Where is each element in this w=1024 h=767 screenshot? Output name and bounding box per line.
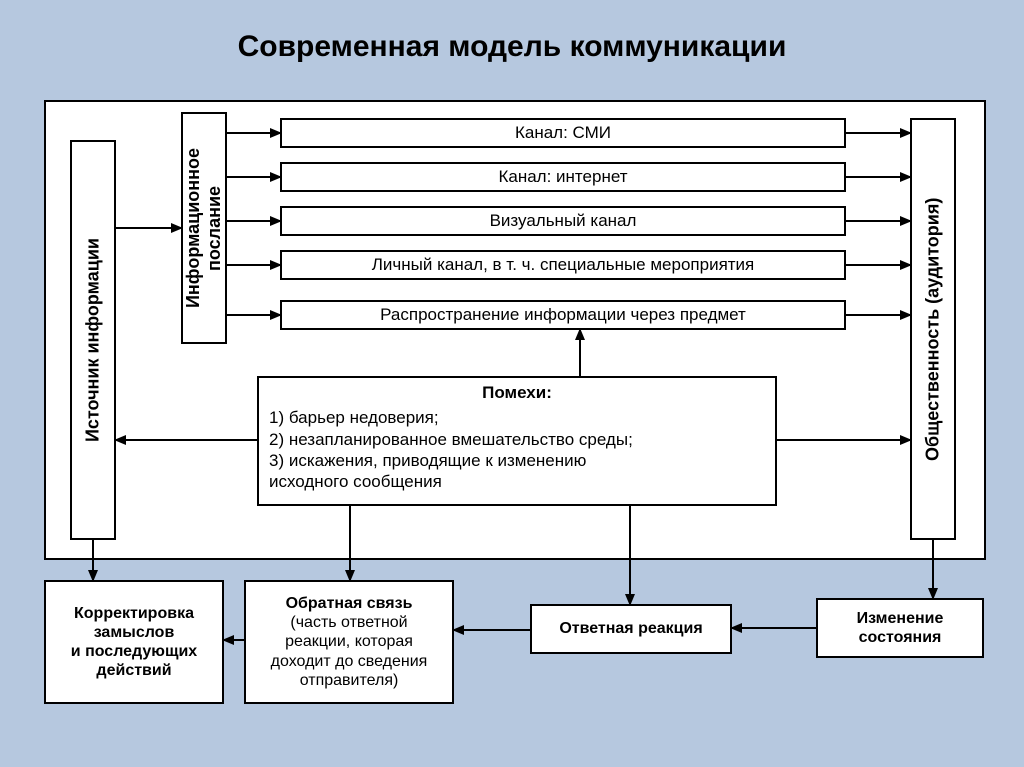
node-noise-line-1: 1) барьер недоверия; <box>269 407 439 428</box>
node-feedback-l1: (часть ответной <box>290 613 407 632</box>
node-channel-1-label: Канал: СМИ <box>515 123 611 143</box>
node-noise-title: Помехи: <box>269 382 765 403</box>
node-feedback: Обратная связь (часть ответной реакции, … <box>244 580 454 704</box>
diagram-canvas: Современная модель коммуникации Источник… <box>0 0 1024 767</box>
node-message: Информационное послание <box>181 112 227 344</box>
node-feedback-title: Обратная связь <box>286 594 413 613</box>
node-reaction-label: Ответная реакция <box>559 619 702 638</box>
node-noise-line-4: исходного сообщения <box>269 471 442 492</box>
node-channel-2: Канал: интернет <box>280 162 846 192</box>
node-correction-l1: Корректировка <box>74 604 194 623</box>
node-correction-l4: действий <box>96 661 171 680</box>
node-audience: Общественность (аудитория) <box>910 118 956 540</box>
node-feedback-l2: реакции, которая <box>285 632 413 651</box>
node-channel-4: Личный канал, в т. ч. специальные меропр… <box>280 250 846 280</box>
node-change: Изменение состояния <box>816 598 984 658</box>
node-channel-5: Распространение информации через предмет <box>280 300 846 330</box>
node-source: Источник информации <box>70 140 116 540</box>
node-channel-5-label: Распространение информации через предмет <box>380 305 746 325</box>
node-channel-2-label: Канал: интернет <box>498 167 627 187</box>
node-feedback-l3: доходит до сведения <box>271 652 428 671</box>
node-channel-3: Визуальный канал <box>280 206 846 236</box>
node-message-label: Информационное послание <box>183 114 225 342</box>
node-feedback-l4: отправителя) <box>300 671 399 690</box>
node-correction-l3: и последующих <box>71 642 197 661</box>
node-source-label: Источник информации <box>83 238 104 442</box>
node-reaction: Ответная реакция <box>530 604 732 654</box>
page-title: Современная модель коммуникации <box>0 30 1024 64</box>
node-audience-label: Общественность (аудитория) <box>923 197 944 460</box>
node-correction-l2: замыслов <box>94 623 175 642</box>
node-channel-4-label: Личный канал, в т. ч. специальные меропр… <box>372 255 755 275</box>
node-channel-1: Канал: СМИ <box>280 118 846 148</box>
node-noise: Помехи: 1) барьер недоверия; 2) незаплан… <box>257 376 777 506</box>
node-noise-line-2: 2) незапланированное вмешательство среды… <box>269 429 633 450</box>
node-noise-line-3: 3) искажения, приводящие к изменению <box>269 450 586 471</box>
node-change-l1: Изменение <box>857 609 944 628</box>
node-channel-3-label: Визуальный канал <box>490 211 637 231</box>
node-change-l2: состояния <box>859 628 942 647</box>
node-correction: Корректировка замыслов и последующих дей… <box>44 580 224 704</box>
